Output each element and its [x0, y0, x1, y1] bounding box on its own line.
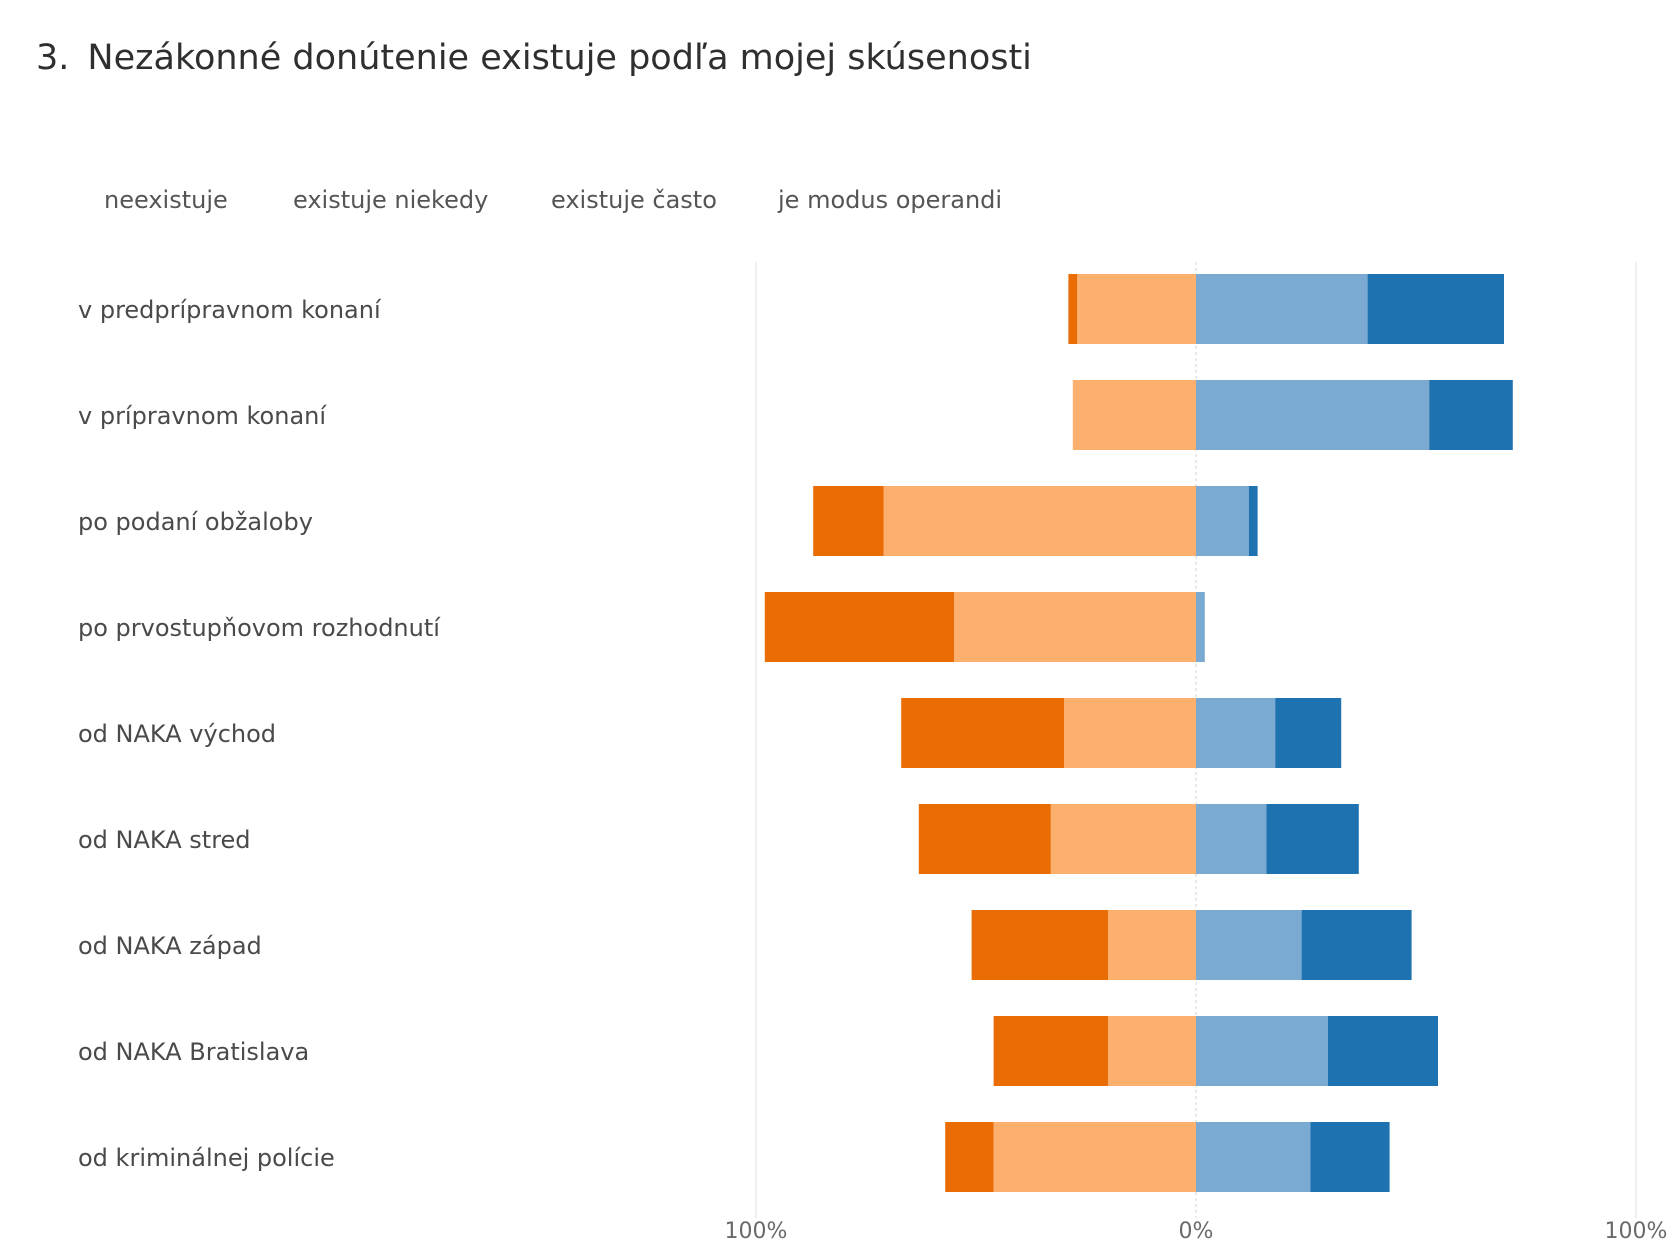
legend-item-je-modus-operandi: je modus operandi [778, 186, 1003, 214]
legend-item-existuje-niekedy: existuje niekedy [293, 186, 489, 214]
bar-segment [1328, 1016, 1438, 1086]
bar-segment [918, 804, 1051, 874]
bar-segment [1068, 274, 1078, 344]
category-label: od NAKA východ [78, 720, 276, 748]
chart-title: 3. Nezákonné donútenie existuje podľa moj… [36, 38, 1032, 78]
category-label: od NAKA Bratislava [78, 1038, 309, 1066]
bar-segment [1248, 486, 1258, 556]
bar-segment [1064, 698, 1196, 768]
legend-item-existuje-casto: existuje často [551, 186, 717, 214]
bar-segment [993, 1016, 1108, 1086]
bar-segment [1275, 698, 1342, 768]
bar-segment [1196, 592, 1205, 662]
bar-segment [1196, 274, 1368, 344]
bar-segment [1050, 804, 1196, 874]
category-label: od NAKA stred [78, 826, 251, 854]
bar-segment [1077, 274, 1196, 344]
bar-segment [1196, 1016, 1328, 1086]
bar-segment [1072, 380, 1196, 450]
bar-segment [945, 1122, 994, 1192]
bar-segment [1196, 380, 1430, 450]
x-tick-label: 100% [725, 1219, 788, 1244]
bar-segment [1310, 1122, 1390, 1192]
bar-segment [1429, 380, 1513, 450]
category-label: od kriminálnej polície [78, 1144, 335, 1172]
x-tick-label: 100% [1605, 1219, 1668, 1244]
bar-segment [1301, 910, 1412, 980]
category-label: v prípravnom konaní [78, 402, 327, 430]
bar-segment [764, 592, 954, 662]
bar-segment [901, 698, 1064, 768]
bar-segment [971, 910, 1108, 980]
bar-segment [1196, 698, 1276, 768]
bar-segment [993, 1122, 1196, 1192]
bar-segment [1108, 910, 1196, 980]
bar-segment [883, 486, 1196, 556]
bar-segment [1196, 804, 1267, 874]
bar-segment [1108, 1016, 1196, 1086]
bar-segment [1196, 1122, 1311, 1192]
category-label: od NAKA západ [78, 932, 262, 960]
category-label: po podaní obžaloby [78, 508, 313, 536]
bar-segment [1196, 486, 1249, 556]
chart-title-text: Nezákonné donútenie existuje podľa mojej… [87, 38, 1032, 78]
category-label: po prvostupňovom rozhodnutí [78, 614, 441, 642]
chart-title-number: 3. [36, 38, 70, 78]
bar-segment [813, 486, 884, 556]
category-label: v predprípravnom konaní [78, 296, 382, 324]
bar-segment [1196, 910, 1302, 980]
legend-item-neexistuje: neexistuje [104, 186, 228, 214]
x-tick-label: 0% [1179, 1219, 1214, 1244]
bar-segment [1266, 804, 1359, 874]
bar-segment [954, 592, 1196, 662]
bar-segment [1367, 274, 1504, 344]
